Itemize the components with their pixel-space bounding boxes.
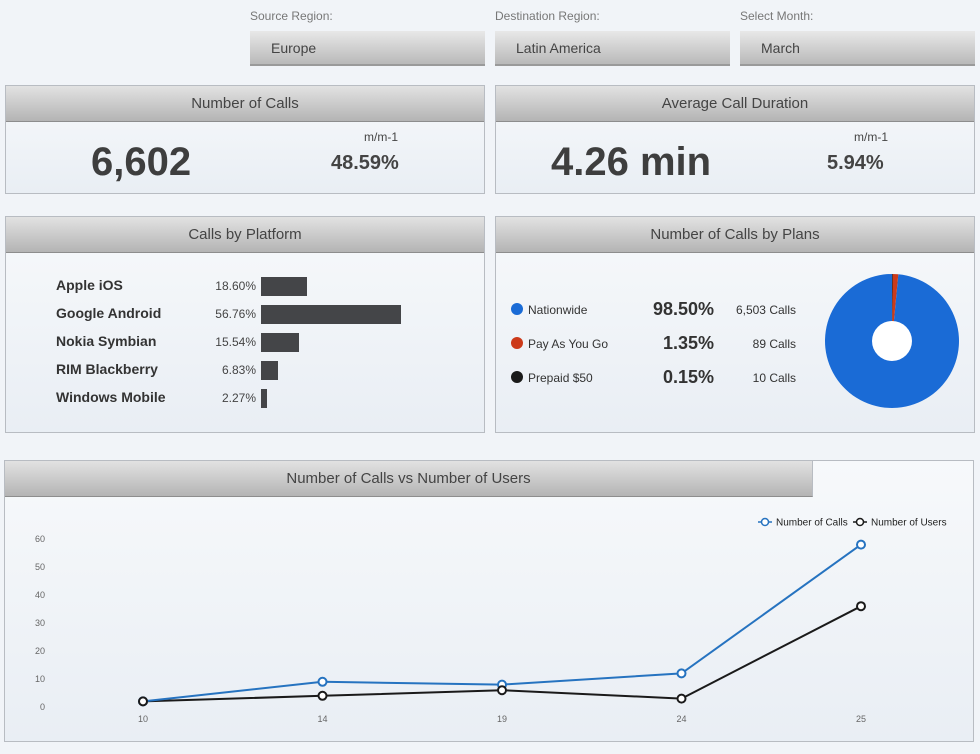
x-tick-label: 25 — [856, 714, 866, 724]
series-line — [142, 543, 862, 703]
platform-title: Calls by Platform — [6, 217, 484, 253]
y-tick-label: 40 — [35, 590, 45, 600]
line-chart-title: Number of Calls vs Number of Users — [5, 461, 813, 497]
x-tick-label: 24 — [676, 714, 686, 724]
plan-calls: 10 Calls — [752, 371, 796, 385]
platform-bar — [261, 333, 300, 352]
kpi-calls-title: Number of Calls — [6, 86, 484, 122]
platform-pct: 15.54% — [215, 335, 256, 349]
series-point — [138, 696, 148, 707]
platform-name: Nokia Symbian — [56, 333, 157, 349]
kpi-calls-value: 6,602 — [91, 140, 192, 184]
y-tick-label: 30 — [35, 618, 45, 628]
pie-hole — [872, 321, 912, 361]
plans-title: Number of Calls by Plans — [496, 217, 974, 253]
x-tick-label: 19 — [497, 714, 507, 724]
platform-pct: 56.76% — [215, 307, 256, 321]
source-region-select[interactable]: Europe — [250, 31, 485, 66]
line-chart-panel: Number of Calls vs Number of Users 0 10 20… — [4, 460, 974, 742]
platform-bar — [261, 389, 267, 408]
series-point — [676, 693, 687, 704]
kpi-duration-panel: Average Call Duration 4.26 min m/m-1 5.9… — [495, 85, 975, 194]
series-point — [317, 690, 328, 701]
kpi-calls-panel: Number of Calls 6,602 m/m-1 48.59% — [5, 85, 485, 194]
plan-calls: 89 Calls — [752, 337, 796, 351]
destination-region-select[interactable]: Latin America — [495, 31, 730, 66]
platform-pct: 18.60% — [215, 279, 256, 293]
series-point — [856, 601, 866, 612]
legend-label: Number of Calls — [776, 518, 848, 529]
platform-name: RIM Blackberry — [56, 361, 158, 377]
destination-region-label: Destination Region: — [495, 9, 600, 23]
plan-calls: 6,503 Calls — [735, 303, 796, 317]
legend-marker — [760, 517, 770, 527]
plan-name: Nationwide — [528, 303, 588, 317]
plan-pct: 1.35% — [662, 333, 714, 353]
kpi-calls-change-label: m/m-1 — [364, 130, 398, 144]
platform-name: Windows Mobile — [56, 389, 166, 405]
plan-name: Pay As You Go — [528, 337, 609, 351]
kpi-duration-value: 4.26 min — [551, 140, 712, 184]
platform-pct: 6.83% — [221, 363, 256, 377]
plan-color-dot — [511, 303, 523, 315]
month-label: Select Month: — [740, 9, 814, 23]
platform-name: Apple iOS — [56, 277, 123, 293]
plan-color-dot — [511, 371, 523, 383]
series-point — [856, 539, 866, 550]
y-tick-label: 0 — [40, 702, 45, 712]
platform-panel: Calls by Platform Apple iOS 18.60% Google … — [5, 216, 485, 433]
plan-name: Prepaid $50 — [528, 371, 593, 385]
kpi-duration-change-label: m/m-1 — [854, 130, 888, 144]
y-tick-label: 60 — [35, 534, 45, 544]
line-chart: 0 10 20 30 40 50 60 10 14 19 24 25 Number of Calls Nu… — [35, 517, 947, 725]
series-point — [497, 685, 507, 696]
platform-bar — [261, 361, 278, 380]
platform-pct: 2.27% — [221, 391, 256, 405]
x-tick-label: 10 — [138, 714, 148, 724]
y-tick-label: 50 — [35, 562, 45, 572]
kpi-duration-change: 5.94% — [827, 152, 884, 174]
plan-pct: 0.15% — [662, 367, 714, 387]
series-point — [317, 676, 328, 687]
kpi-duration-title: Average Call Duration — [496, 86, 974, 122]
y-tick-label: 10 — [35, 674, 45, 684]
x-tick-label: 14 — [317, 714, 327, 724]
platform-bar — [261, 277, 307, 296]
plan-pct: 98.50% — [652, 299, 714, 319]
plans-pie-chart — [825, 274, 959, 408]
month-select[interactable]: March — [740, 31, 975, 66]
platform-name: Google Android — [56, 305, 162, 321]
legend-label: Number of Users — [871, 518, 947, 529]
plan-color-dot — [511, 337, 523, 349]
kpi-calls-change: 48.59% — [331, 152, 399, 174]
plans-panel: Number of Calls by Plans Nationwide 98.50… — [495, 216, 975, 433]
platform-bar — [261, 305, 401, 324]
source-region-label: Source Region: — [250, 9, 333, 23]
y-tick-label: 20 — [35, 646, 45, 656]
legend-marker — [855, 517, 865, 527]
series-point — [676, 668, 687, 679]
